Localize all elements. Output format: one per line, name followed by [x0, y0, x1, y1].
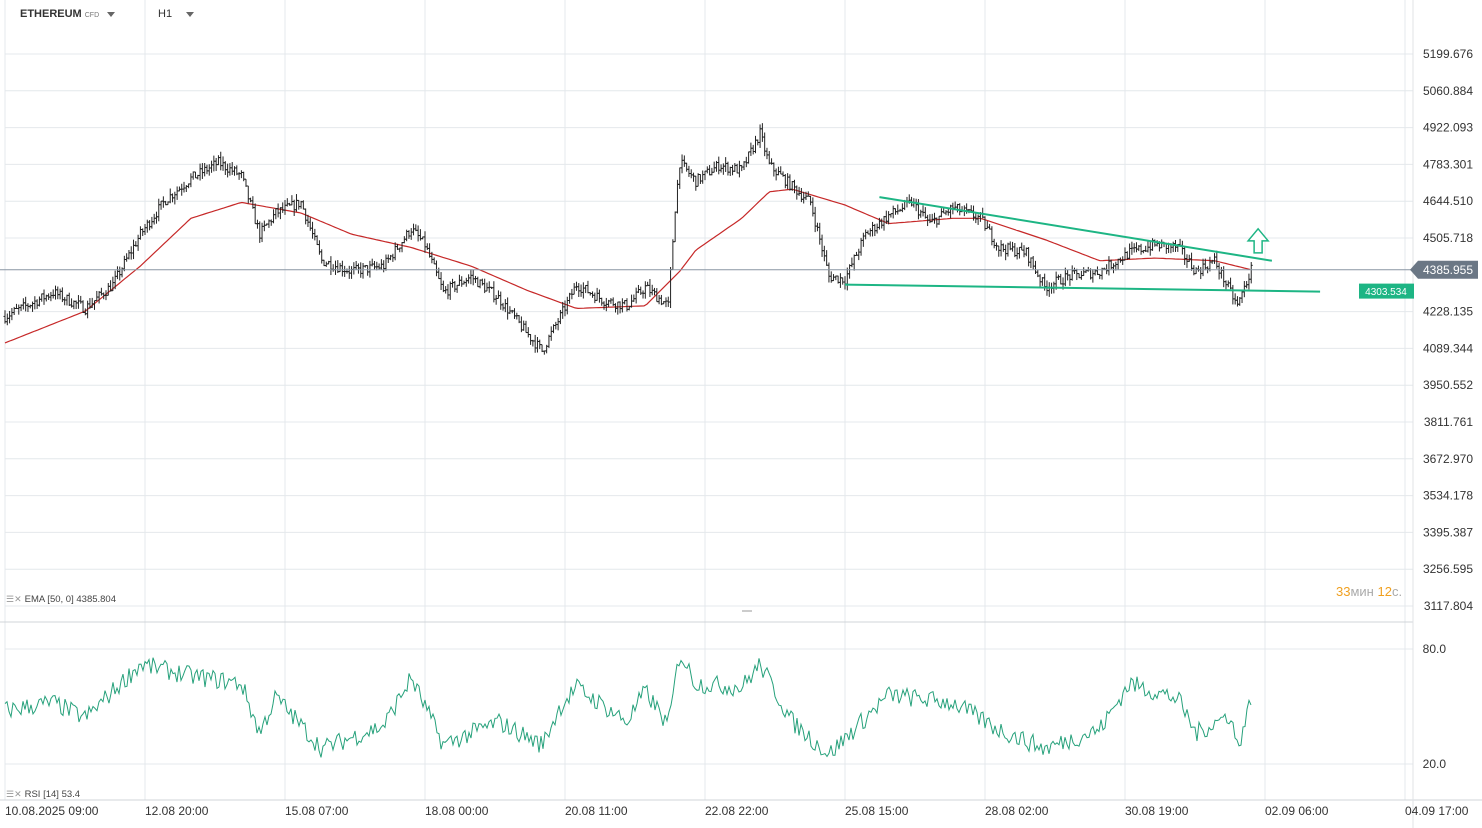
ema-50-line [4, 188, 1251, 344]
price-tick-label: 3534.178 [1423, 489, 1473, 503]
settings-icon[interactable]: ☰✕ [6, 594, 22, 604]
price-tick-label: 3117.804 [1424, 599, 1473, 613]
rsi-tick-label: 20.0 [1423, 757, 1447, 771]
current-price-value: 4385.955 [1423, 263, 1473, 277]
rsi-legend[interactable]: ☰✕ RSI [14] 53.4 [6, 789, 80, 800]
arrow-up-icon [1246, 227, 1270, 254]
price-tick-label: 5060.884 [1423, 84, 1473, 98]
price-tick-label: 5199.676 [1423, 47, 1473, 61]
countdown-sec-unit: с. [1391, 584, 1403, 599]
price-tick-label: 3256.595 [1423, 562, 1473, 576]
price-candle [1249, 262, 1253, 284]
price-tick-label: 4228.135 [1423, 305, 1473, 319]
time-tick-label: 04.09 17:00 [1405, 804, 1469, 818]
time-tick-label: 22.08 22:00 [705, 804, 769, 818]
settings-icon[interactable]: ☰✕ [6, 789, 22, 799]
ema-value: 4385.804 [76, 594, 116, 605]
countdown-min-unit: мин [1350, 584, 1374, 599]
time-tick-label: 25.08 15:00 [845, 804, 909, 818]
price-tick-label: 3395.387 [1423, 525, 1473, 539]
countdown-seconds: 12 [1377, 584, 1392, 599]
chevron-down-icon [186, 11, 195, 17]
rsi-tick-label: 80.0 [1423, 642, 1447, 656]
resistance-trendline [879, 196, 1273, 262]
support-price-badge [1359, 283, 1414, 299]
timeframe-selector[interactable]: H1 [158, 8, 195, 20]
price-tick-label: 4922.093 [1423, 121, 1473, 135]
time-tick-label: 20.08 11:00 [565, 804, 628, 818]
time-tick-label: 18.08 00:00 [425, 804, 489, 818]
rsi-value: 53.4 [61, 789, 81, 800]
bar-countdown: 33мин 12с. [1336, 584, 1402, 599]
price-tick-label: 3672.970 [1423, 452, 1473, 466]
time-tick-label: 15.08 07:00 [285, 804, 349, 818]
time-tick-label: 30.08 19:00 [1125, 804, 1189, 818]
time-tick-label: 10.08.2025 09:00 [5, 804, 99, 818]
price-tick-label: 4089.344 [1423, 341, 1473, 355]
ema-legend[interactable]: ☰✕ EMA [50, 0] 4385.804 [6, 594, 116, 605]
timeframe-label: H1 [158, 8, 173, 20]
symbol-tag: CFD [84, 12, 100, 19]
price-tick-label: 4783.301 [1423, 157, 1473, 171]
symbol-selector[interactable]: ETHEREUM CFD [20, 8, 116, 20]
current-price-badge [1410, 260, 1478, 279]
rsi-label: RSI [14] [24, 789, 59, 800]
support-price-value: 4303.534 [1365, 287, 1407, 298]
chevron-down-icon [107, 11, 116, 17]
time-tick-label: 12.08 20:00 [145, 804, 209, 818]
price-tick-label: 3811.761 [1424, 415, 1473, 429]
price-tick-label: 4644.510 [1423, 194, 1473, 208]
rsi-14-line [4, 657, 1252, 758]
price-tick-label: 3950.552 [1423, 378, 1473, 392]
support-trendline [844, 283, 1321, 293]
time-tick-label: 02.09 06:00 [1265, 804, 1329, 818]
time-tick-label: 28.08 02:00 [985, 804, 1049, 818]
countdown-minutes: 33 [1336, 584, 1351, 599]
ema-label: EMA [50, 0] [24, 594, 74, 605]
price-tick-label: 4505.718 [1423, 231, 1473, 245]
symbol-name: ETHEREUM [20, 8, 82, 20]
